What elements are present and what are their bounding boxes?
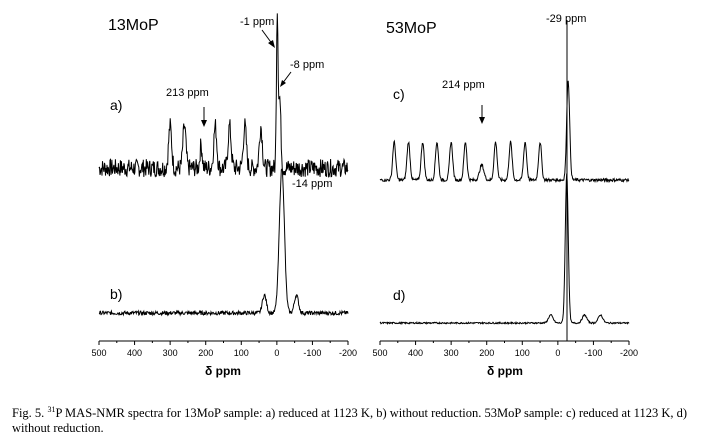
spectrum-d [379, 173, 630, 326]
x-tick-label: 100 [515, 348, 530, 358]
spectrum-b [98, 168, 349, 317]
x-tick-label: 300 [163, 348, 178, 358]
nmr-figure: 500 400 300 200 100 0 -100 -200 500 400 300 200 100… [91, 13, 638, 378]
arrowhead-minus1 [268, 40, 275, 48]
x-tick-label: 0 [274, 348, 279, 358]
sample-title-53mop: 53MoP [386, 20, 437, 37]
spectrum-c [379, 80, 630, 184]
arrowhead-213 [201, 120, 207, 127]
arrowhead-minus8 [280, 80, 286, 87]
spectrum-label-b: b) [110, 286, 122, 302]
left-x-ticks: 500 400 300 200 100 0 -100 -200 [91, 341, 357, 358]
x-tick-label: 400 [127, 348, 142, 358]
caption-prefix: Fig. 5. [12, 406, 48, 421]
caption-superscript: 31 [47, 405, 56, 414]
spectrum-label-c: c) [393, 86, 405, 102]
x-tick-label: -200 [620, 348, 638, 358]
caption-text: P MAS-NMR spectra for 13MoP sample: a) r… [12, 406, 688, 436]
x-tick-label: -200 [339, 348, 357, 358]
x-tick-label: 400 [408, 348, 423, 358]
x-tick-label: 200 [479, 348, 494, 358]
spectrum-label-d: d) [393, 287, 405, 303]
sample-title-13mop: 13MoP [108, 17, 159, 34]
x-tick-label: -100 [584, 348, 602, 358]
spectrum-a [98, 13, 349, 178]
x-tick-label: 500 [372, 348, 387, 358]
figure-caption: Fig. 5. 31P MAS-NMR spectra for 13MoP sa… [12, 402, 717, 436]
peak-label-minus8: -8 ppm [290, 59, 324, 71]
x-axis-title-left: δ ppm [205, 364, 241, 378]
x-tick-label: 0 [555, 348, 560, 358]
peak-label-minus14: -14 ppm [292, 178, 332, 190]
peak-label-minus29: -29 ppm [546, 13, 586, 25]
x-tick-label: -100 [303, 348, 321, 358]
peak-label-minus1: -1 ppm [240, 16, 274, 28]
spectrum-label-a: a) [110, 97, 122, 113]
x-tick-label: 100 [234, 348, 249, 358]
right-x-ticks: 500 400 300 200 100 0 -100 -200 [372, 341, 638, 358]
x-tick-label: 500 [91, 348, 106, 358]
peak-label-213: 213 ppm [166, 87, 209, 99]
x-tick-label: 200 [198, 348, 213, 358]
x-tick-label: 300 [444, 348, 459, 358]
arrowhead-214 [479, 117, 485, 124]
peak-label-214: 214 ppm [442, 79, 485, 91]
x-axis-title-right: δ ppm [487, 364, 523, 378]
